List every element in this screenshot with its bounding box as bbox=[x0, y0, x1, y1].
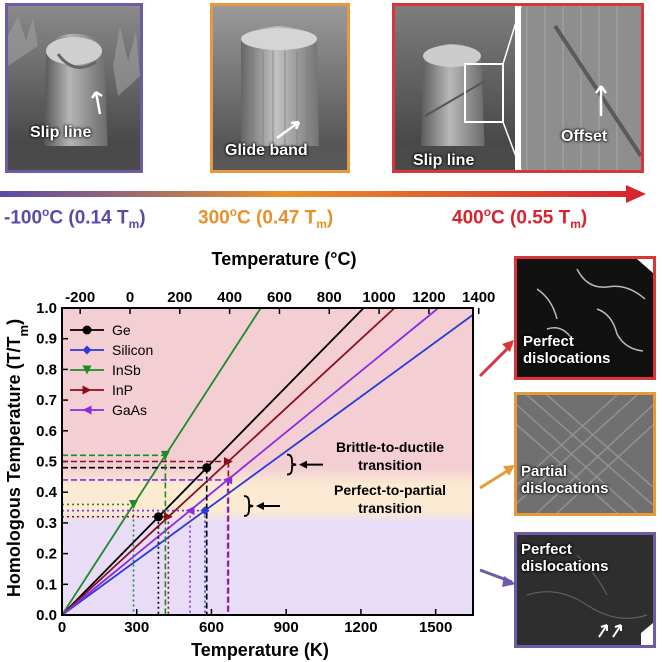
x2-tick-label: 0 bbox=[126, 289, 134, 306]
connector-arrow-top bbox=[478, 340, 514, 378]
x2-tick-label: 1400 bbox=[462, 289, 495, 306]
y-tick-label: 0.6 bbox=[36, 423, 57, 440]
y-tick-label: 0.5 bbox=[36, 454, 57, 471]
annotation-arrowhead-0 bbox=[299, 460, 307, 469]
y-tick-label: 0.3 bbox=[36, 515, 57, 532]
sem-image-pillar-mid bbox=[213, 6, 347, 170]
y-tick-label: 0.7 bbox=[36, 392, 57, 409]
tem-image-perfect-dislocations-bottom bbox=[517, 535, 653, 645]
tem-image-perfect-dislocations-top bbox=[517, 259, 653, 377]
legend-label-insb: InSb bbox=[112, 362, 141, 378]
x2-tick-label: 400 bbox=[217, 289, 242, 306]
temperature-label-high: 400oC (0.55 Tm) bbox=[452, 205, 588, 232]
legend-label-ge: Ge bbox=[112, 322, 131, 338]
glide-band-label: Glide band bbox=[225, 142, 308, 159]
legend-marker-insb bbox=[82, 365, 92, 375]
series-line-ge bbox=[61, 307, 365, 616]
x2-tick-label: 200 bbox=[167, 289, 192, 306]
x2-tick-label: 1000 bbox=[362, 289, 395, 306]
annotation-text-0: transition bbox=[358, 457, 422, 473]
annotation-text-1: transition bbox=[358, 500, 422, 516]
perfect-dislocations-label-bottom: Perfect dislocations bbox=[521, 541, 609, 575]
data-point-gaas bbox=[223, 475, 233, 485]
perfect-dislocations-label-top: Perfect dislocations bbox=[523, 333, 611, 367]
slip-line-arrow-icon bbox=[90, 90, 103, 115]
temperature-label-low: -100oC (0.14 Tm) bbox=[4, 205, 146, 232]
slip-line-label-low: Slip line bbox=[30, 124, 92, 141]
data-point-ge bbox=[153, 512, 163, 522]
x-tick-label: 900 bbox=[274, 619, 299, 636]
connector-arrow-bottom bbox=[479, 568, 516, 587]
x-tick-label: 600 bbox=[199, 619, 224, 636]
temperature-label-mid: 300oC (0.47 Tm) bbox=[198, 205, 334, 232]
data-point-ge bbox=[202, 463, 212, 473]
x2-tick-label: 600 bbox=[267, 289, 292, 306]
series-line-gaas bbox=[61, 307, 439, 616]
tem-panel-bottom: Perfect dislocations bbox=[514, 532, 656, 648]
y-tick-label: 0.1 bbox=[36, 576, 57, 593]
connector-arrow-middle bbox=[479, 465, 515, 490]
offset-label: Offset bbox=[561, 128, 608, 145]
x-axis-label: Temperature (K) bbox=[191, 640, 329, 660]
sem-panel-low-temperature: Slip line bbox=[5, 3, 143, 173]
glide-band-arrow-icon bbox=[276, 120, 301, 140]
legend-label-inp: InP bbox=[112, 382, 133, 398]
annotation-text-1: Perfect-to-partial bbox=[334, 482, 446, 498]
annotation-brace-1 bbox=[243, 495, 254, 517]
legend-label-silicon: Silicon bbox=[112, 342, 153, 358]
legend-marker-ge bbox=[82, 325, 92, 335]
tem-panel-top: Perfect dislocations bbox=[514, 256, 656, 380]
offset-arrow-icon bbox=[594, 85, 608, 116]
data-point-silicon bbox=[200, 506, 210, 516]
x2-tick-label: 1200 bbox=[412, 289, 445, 306]
legend-marker-silicon bbox=[82, 345, 92, 355]
x-tick-label: 1500 bbox=[419, 619, 452, 636]
y-tick-label: 0.0 bbox=[36, 607, 57, 624]
x2-tick-label: -200 bbox=[65, 289, 95, 306]
legend-label-gaas: GaAs bbox=[112, 402, 147, 418]
connector-arrows bbox=[478, 340, 516, 587]
annotation-arrowhead-1 bbox=[256, 502, 264, 511]
legend-marker-gaas bbox=[82, 405, 92, 415]
data-point-inp bbox=[163, 512, 173, 522]
annotation-text-0: Brittle-to-ductile bbox=[336, 439, 444, 455]
tem-image-partial-dislocations bbox=[517, 395, 653, 513]
plot-frame bbox=[61, 307, 474, 616]
temperature-gradient-arrow bbox=[0, 185, 646, 203]
legend: Ge Silicon InSb InP GaAs bbox=[70, 322, 153, 418]
dislocation-arrows-icon bbox=[598, 624, 622, 638]
tem-panel-middle: Partial dislocations bbox=[514, 392, 656, 516]
slip-line-label-high: Slip line bbox=[413, 152, 475, 169]
y-tick-label: 0.4 bbox=[36, 484, 58, 501]
x2-axis-label: Temperature (°C) bbox=[212, 249, 357, 269]
data-point-gaas bbox=[185, 506, 195, 516]
legend-marker-inp bbox=[82, 385, 92, 395]
data-point-insb bbox=[160, 450, 170, 460]
band-transition-1 bbox=[62, 467, 473, 487]
x-tick-label: 1200 bbox=[344, 619, 377, 636]
x-tick-label: 0 bbox=[58, 619, 66, 636]
data-point-insb bbox=[128, 499, 138, 509]
y-tick-label: 0.2 bbox=[36, 546, 57, 563]
annotation-brace-0 bbox=[286, 453, 297, 476]
y-axis-label: Homologous Temperature (T/Tm) bbox=[4, 319, 31, 597]
homologous-temperature-chart: 0 300 600 900 1200 1500 -200 0 200 400 600 800 1000 1… bbox=[4, 249, 495, 660]
sem-panel-high-temperature: Slip line Offset bbox=[392, 3, 644, 173]
sem-image-pillar-high bbox=[395, 6, 641, 170]
x-tick-label: 300 bbox=[124, 619, 149, 636]
band-lower bbox=[62, 516, 473, 615]
partial-dislocations-label: Partial dislocations bbox=[521, 463, 609, 497]
y-tick-label: 0.9 bbox=[36, 331, 57, 348]
sem-image-pillar-low bbox=[8, 6, 140, 170]
series-line-silicon bbox=[61, 314, 474, 616]
sem-panel-mid-temperature: Glide band bbox=[210, 3, 350, 173]
data-point-inp bbox=[223, 457, 233, 466]
x2-tick-label: 800 bbox=[317, 289, 342, 306]
y-tick-label: 1.0 bbox=[36, 300, 57, 317]
y-tick-label: 0.8 bbox=[36, 361, 57, 378]
